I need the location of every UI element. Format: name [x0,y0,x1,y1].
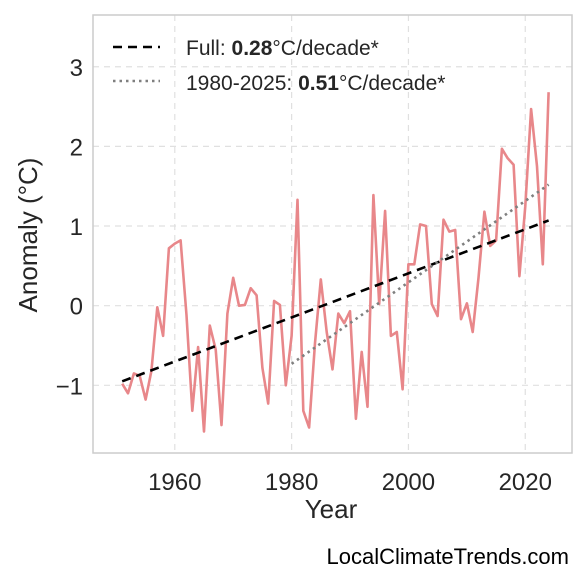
legend-recent-trend-label: 1980-2025: 0.51°C/decade* [186,72,445,95]
x-tick-label-2000: 2000 [382,469,435,496]
site-watermark: LocalClimateTrends.com [327,544,570,570]
y-axis-title: Anomaly (°C) [13,158,43,313]
anomaly-series-line [122,92,548,431]
recent-trend-line [292,185,549,364]
x-tick-label-2020: 2020 [499,469,552,496]
y-tick-label--1: −1 [56,373,83,400]
legend-recent-trend-suffix: °C/decade* [339,72,445,95]
y-tick-label-2: 2 [70,134,83,161]
x-axis-title: Year [305,494,358,524]
legend-full-trend-prefix: Full: [186,37,232,60]
y-tick-label-3: 3 [70,55,83,82]
y-tick-label-0: 0 [70,294,83,321]
legend-full-trend-value: 0.28 [232,37,273,60]
x-tick-label-1960: 1960 [148,469,201,496]
legend-recent-trend-prefix: 1980-2025: [186,72,298,95]
legend-full-trend-suffix: °C/decade* [272,37,378,60]
y-tick-label-1: 1 [70,214,83,241]
legend-full-trend-label: Full: 0.28°C/decade* [186,37,379,60]
legend: Full: 0.28°C/decade* 1980-2025: 0.51°C/d… [113,37,445,95]
legend-recent-trend-value: 0.51 [298,72,339,95]
data-series-layer [122,92,548,431]
x-tick-label-1980: 1980 [265,469,318,496]
